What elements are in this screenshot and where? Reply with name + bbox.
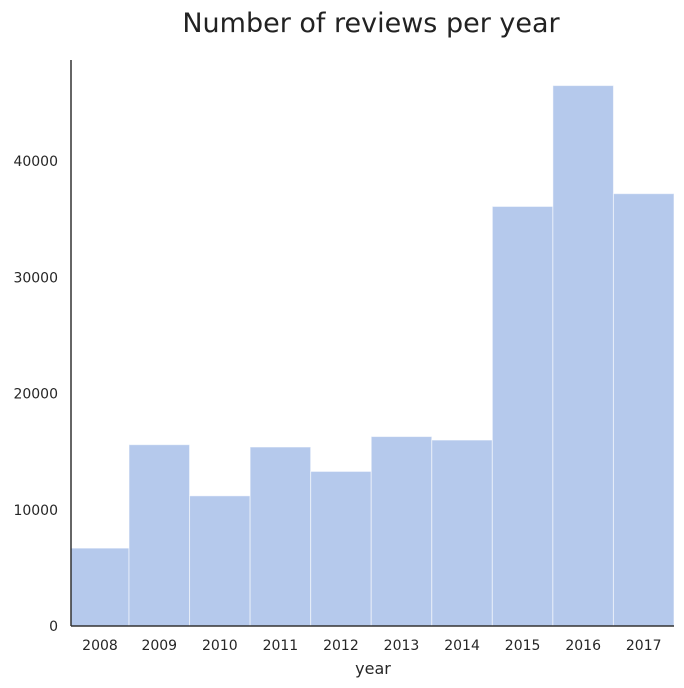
bar-2008 [70,547,130,627]
bar-2009 [128,444,191,627]
y-tick-label-10000: 10000 [13,503,58,519]
x-axis-label: year [355,659,391,678]
x-tick-label-2011: 2011 [263,638,299,654]
x-tick-label-2015: 2015 [505,638,541,654]
chart-title: Number of reviews per year [182,8,560,39]
bar-2014 [431,439,493,627]
y-tick-label-30000: 30000 [13,270,58,286]
y-tick-label-40000: 40000 [13,154,58,170]
bars [70,85,675,627]
bar-2015 [491,205,554,627]
y-tick-label-20000: 20000 [13,387,58,403]
x-tick-label-2012: 2012 [323,638,359,654]
x-tick-label-2009: 2009 [141,638,177,654]
x-tick-label-2010: 2010 [202,638,238,654]
bar-2016 [552,85,614,627]
x-tick-label-2017: 2017 [626,638,662,654]
bar-2011 [249,446,312,627]
x-tick-label-2013: 2013 [384,638,420,654]
y-tick-label-0: 0 [49,619,58,635]
bar-2017 [612,193,675,627]
x-tick-labels: 2008 2009 2010 2011 2012 2013 2014 2015 2016 2017 [82,638,661,654]
bar-2013 [370,436,433,627]
y-tick-labels: 0 10000 20000 30000 40000 [13,154,58,635]
bar-2010 [189,495,251,627]
x-tick-label-2008: 2008 [82,638,118,654]
x-tick-label-2014: 2014 [444,638,480,654]
x-tick-label-2016: 2016 [565,638,601,654]
bar-2012 [310,470,372,627]
